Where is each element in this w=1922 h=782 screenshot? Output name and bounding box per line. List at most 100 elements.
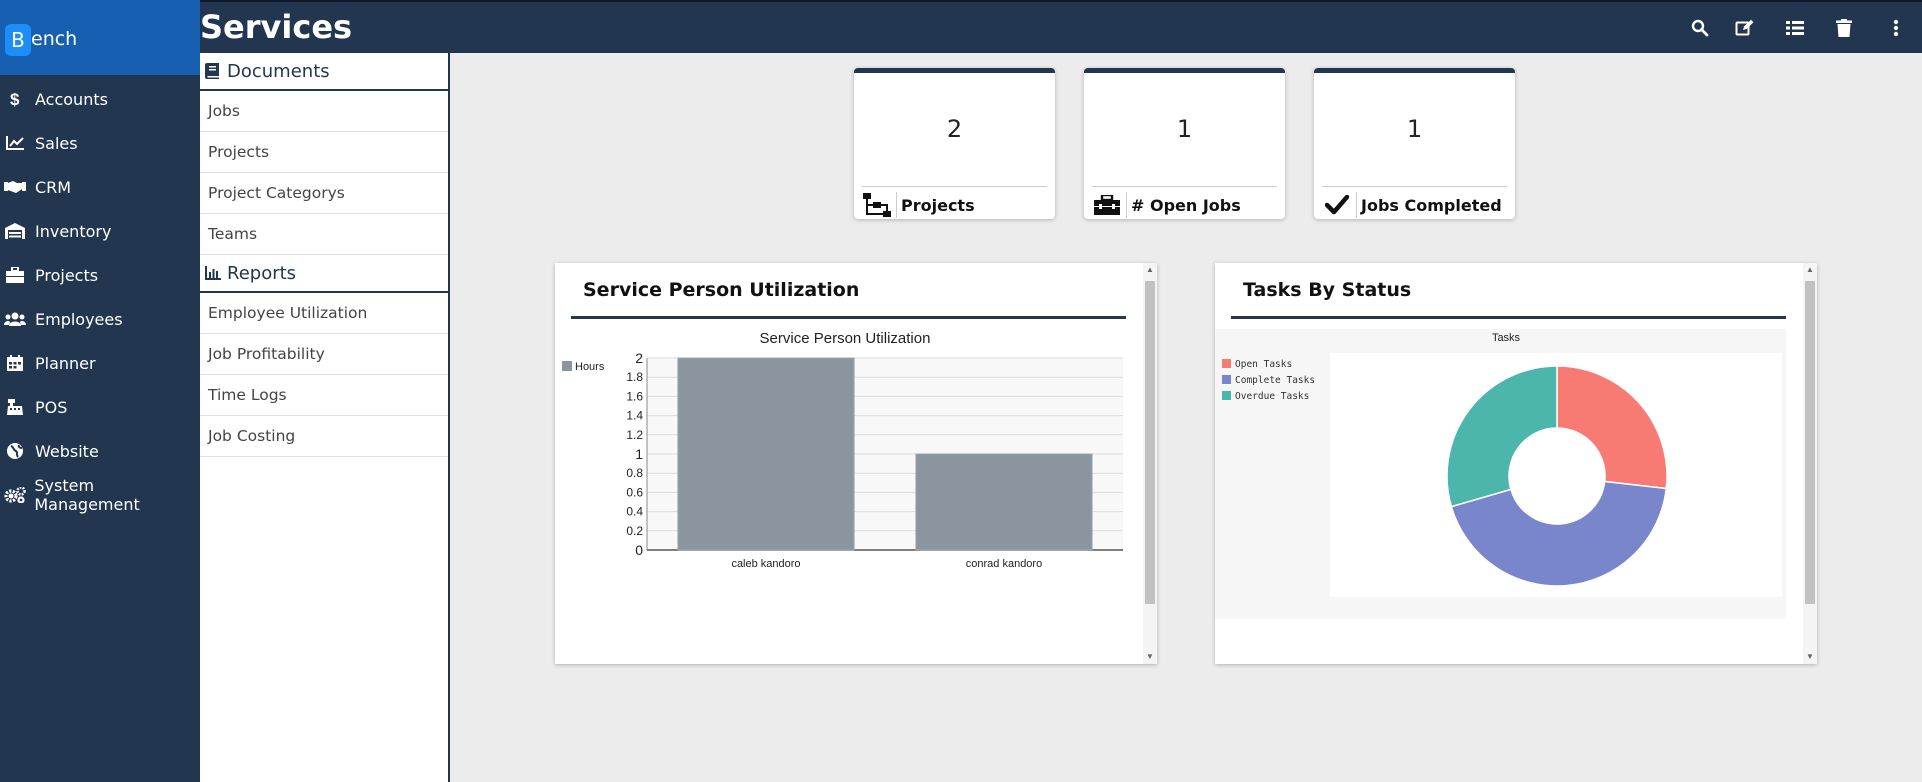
nav-item-label: Accounts	[35, 89, 108, 109]
y-tick-label: 1.4	[626, 409, 643, 423]
reports-section-header: Reports	[200, 255, 448, 293]
submenu-panel: Documents Jobs Projects Project Category…	[200, 53, 450, 782]
submenu-item-job-costing[interactable]: Job Costing	[200, 416, 448, 457]
panel-title: Service Person Utilization	[583, 279, 860, 301]
card-divider	[862, 186, 1047, 187]
nav-item-label: Sales	[35, 133, 78, 153]
submenu-item-teams[interactable]: Teams	[200, 214, 448, 255]
card-divider	[1092, 186, 1277, 187]
stat-value: 1	[1406, 115, 1423, 143]
legend-label: Complete Tasks	[1235, 375, 1315, 386]
sidebar: B ench $ Accounts Sales CRM Inventory Pr…	[0, 0, 200, 782]
nav-item-label: System Management	[34, 476, 140, 514]
documents-section-label: Documents	[227, 60, 330, 82]
y-tick-label: 2	[635, 350, 643, 366]
y-tick-label: 0.2	[626, 524, 643, 538]
scroll-down-arrow-icon[interactable]: ▼	[1146, 652, 1154, 661]
bar-chart-icon	[205, 266, 223, 280]
search-icon[interactable]	[1688, 16, 1712, 40]
nav-item-projects[interactable]: Projects	[0, 257, 200, 293]
nav-item-system-management[interactable]: System Management	[0, 476, 200, 514]
edit-icon[interactable]	[1733, 16, 1757, 40]
stat-value: 2	[946, 115, 963, 143]
scroll-up-arrow-icon[interactable]: ▲	[1146, 265, 1154, 274]
dollar-icon: $	[3, 90, 27, 108]
panel-scrollbar[interactable]: ▲ ▼	[1803, 263, 1817, 664]
legend-swatch	[562, 361, 572, 371]
y-tick-label: 1.8	[626, 370, 643, 384]
chart-title: Service Person Utilization	[760, 330, 931, 347]
panel-title-underline	[571, 316, 1126, 319]
panel-scrollbar[interactable]: ▲ ▼	[1143, 263, 1157, 664]
card-footer-divider	[1356, 192, 1357, 218]
legend-swatch	[1222, 375, 1231, 384]
nav-item-sales[interactable]: Sales	[0, 125, 200, 161]
submenu-item-job-profitability[interactable]: Job Profitability	[200, 334, 448, 375]
brand-text: ench	[31, 28, 78, 50]
card-footer-divider	[896, 192, 897, 218]
toolbox-icon	[1092, 192, 1122, 218]
cash-register-icon	[3, 399, 27, 415]
nav-item-employees[interactable]: Employees	[0, 301, 200, 337]
scroll-down-arrow-icon[interactable]: ▼	[1806, 652, 1814, 661]
nav-item-label: CRM	[35, 177, 72, 197]
nav-item-label: Projects	[35, 265, 99, 285]
nav-item-pos[interactable]: POS	[0, 389, 200, 425]
y-tick-label: 1.6	[626, 389, 643, 403]
chart-line-icon	[3, 136, 27, 150]
bar	[915, 453, 1093, 551]
submenu-item-projects[interactable]: Projects	[200, 132, 448, 173]
y-tick-label: 1	[635, 446, 643, 462]
warehouse-icon	[3, 223, 27, 239]
nav-item-inventory[interactable]: Inventory	[0, 213, 200, 249]
stat-value: 1	[1176, 115, 1193, 143]
check-icon	[1322, 192, 1352, 218]
nav-item-label: Employees	[35, 309, 123, 329]
y-tick-label: 0	[635, 542, 643, 558]
stat-label: # Open Jobs	[1131, 196, 1241, 215]
nav-item-website[interactable]: Website	[0, 433, 200, 469]
legend-swatch	[1222, 391, 1231, 400]
top-bar: Services	[0, 0, 1922, 53]
stat-card-jobs-completed[interactable]: 1 Jobs Completed	[1314, 68, 1515, 219]
legend-label: Overdue Tasks	[1235, 391, 1309, 402]
nav-item-label: Planner	[35, 353, 96, 373]
cogs-icon	[3, 487, 26, 503]
x-tick-label: conrad kandoro	[966, 558, 1042, 570]
brand-logo[interactable]: B ench	[0, 0, 200, 75]
scroll-up-arrow-icon[interactable]: ▲	[1806, 265, 1814, 274]
stat-card-open-jobs[interactable]: 1 # Open Jobs	[1084, 68, 1285, 219]
sitemap-icon	[862, 192, 892, 218]
card-divider	[1322, 186, 1507, 187]
donut-slice	[1556, 365, 1668, 490]
y-tick-label: 0.4	[626, 505, 643, 519]
scrollbar-thumb[interactable]	[1145, 281, 1155, 604]
brand-badge: B	[5, 24, 31, 56]
toolbox-icon	[3, 267, 27, 283]
chart-title: Tasks	[1492, 332, 1521, 344]
scrollbar-thumb[interactable]	[1805, 281, 1815, 604]
y-tick-label: 0.6	[626, 485, 643, 499]
tasks-panel: Tasks By Status Tasks Open Tasks Complete …	[1215, 263, 1817, 664]
legend-label: Open Tasks	[1235, 359, 1292, 370]
nav-item-crm[interactable]: CRM	[0, 169, 200, 205]
nav-item-label: POS	[35, 397, 68, 417]
trash-icon[interactable]	[1832, 16, 1856, 40]
submenu-item-project-categorys[interactable]: Project Categorys	[200, 173, 448, 214]
panel-title: Tasks By Status	[1243, 279, 1412, 301]
submenu-item-time-logs[interactable]: Time Logs	[200, 375, 448, 416]
submenu-item-employee-utilization[interactable]: Employee Utilization	[200, 293, 448, 334]
utilization-panel: Service Person Utilization Service Perso…	[555, 263, 1157, 664]
nav-item-planner[interactable]: Planner	[0, 345, 200, 381]
legend-swatch	[1222, 359, 1231, 368]
stat-card-projects[interactable]: 2 Projects	[854, 68, 1055, 219]
y-tick-label: 1.2	[626, 428, 643, 442]
legend-label: Hours	[575, 361, 605, 373]
list-icon[interactable]	[1783, 16, 1807, 40]
book-icon	[205, 63, 223, 79]
submenu-item-jobs[interactable]: Jobs	[200, 91, 448, 132]
more-vertical-icon[interactable]	[1884, 16, 1908, 40]
nav-item-accounts[interactable]: $ Accounts	[0, 81, 200, 117]
globe-icon	[3, 443, 27, 459]
